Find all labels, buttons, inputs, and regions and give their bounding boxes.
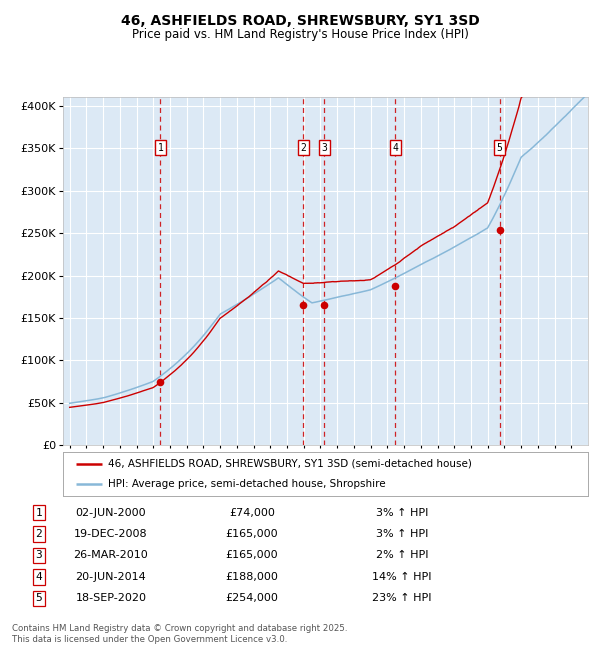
Text: 3: 3: [35, 551, 43, 560]
Text: 18-SEP-2020: 18-SEP-2020: [76, 593, 146, 603]
Text: £165,000: £165,000: [226, 529, 278, 539]
Text: Price paid vs. HM Land Registry's House Price Index (HPI): Price paid vs. HM Land Registry's House …: [131, 28, 469, 41]
Text: 3% ↑ HPI: 3% ↑ HPI: [376, 529, 428, 539]
Text: 4: 4: [35, 572, 43, 582]
Text: 26-MAR-2010: 26-MAR-2010: [74, 551, 148, 560]
Text: 3% ↑ HPI: 3% ↑ HPI: [376, 508, 428, 517]
Text: 5: 5: [35, 593, 43, 603]
Text: 23% ↑ HPI: 23% ↑ HPI: [372, 593, 432, 603]
Text: 2: 2: [35, 529, 43, 539]
Text: 2: 2: [301, 143, 306, 153]
Text: £254,000: £254,000: [226, 593, 278, 603]
Text: £165,000: £165,000: [226, 551, 278, 560]
Text: £74,000: £74,000: [229, 508, 275, 517]
Text: 5: 5: [497, 143, 503, 153]
Text: 19-DEC-2008: 19-DEC-2008: [74, 529, 148, 539]
Text: 1: 1: [35, 508, 43, 517]
Text: 4: 4: [392, 143, 398, 153]
Text: 46, ASHFIELDS ROAD, SHREWSBURY, SY1 3SD (semi-detached house): 46, ASHFIELDS ROAD, SHREWSBURY, SY1 3SD …: [107, 459, 472, 469]
Text: 3: 3: [322, 143, 327, 153]
Text: 02-JUN-2000: 02-JUN-2000: [76, 508, 146, 517]
Text: HPI: Average price, semi-detached house, Shropshire: HPI: Average price, semi-detached house,…: [107, 479, 385, 489]
Text: 46, ASHFIELDS ROAD, SHREWSBURY, SY1 3SD: 46, ASHFIELDS ROAD, SHREWSBURY, SY1 3SD: [121, 14, 479, 29]
Text: 1: 1: [157, 143, 163, 153]
Text: £188,000: £188,000: [226, 572, 278, 582]
Text: 14% ↑ HPI: 14% ↑ HPI: [372, 572, 432, 582]
Text: Contains HM Land Registry data © Crown copyright and database right 2025.
This d: Contains HM Land Registry data © Crown c…: [12, 624, 347, 644]
Text: 20-JUN-2014: 20-JUN-2014: [76, 572, 146, 582]
Text: 2% ↑ HPI: 2% ↑ HPI: [376, 551, 428, 560]
